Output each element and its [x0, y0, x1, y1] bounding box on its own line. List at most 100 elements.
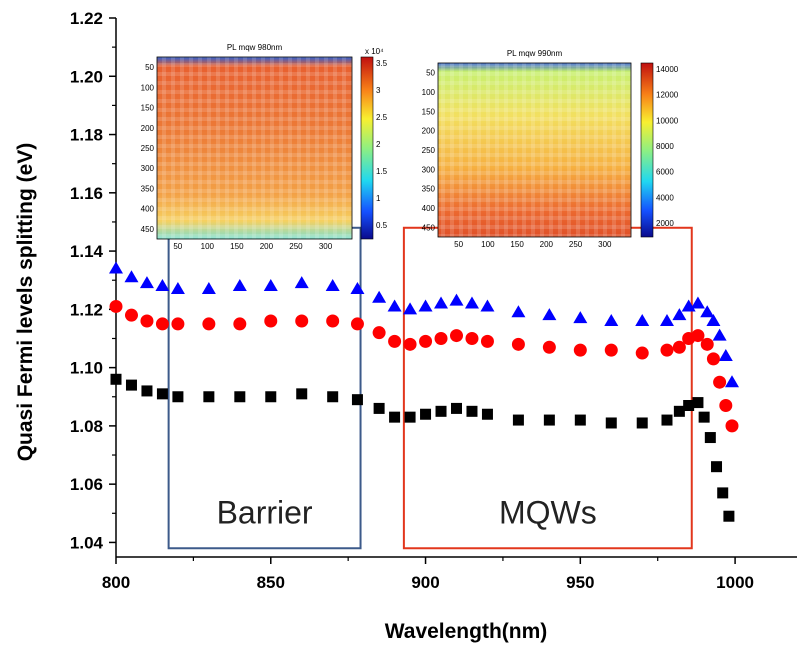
data-point — [434, 296, 449, 309]
y-tick-label: 1.10 — [70, 359, 103, 378]
data-point — [203, 391, 215, 403]
data-point — [512, 414, 524, 426]
data-point — [435, 405, 447, 417]
data-point — [725, 419, 739, 433]
data-point — [351, 394, 363, 406]
data-point — [373, 402, 385, 414]
data-point — [233, 317, 247, 331]
data-point — [700, 305, 715, 318]
data-point — [672, 308, 687, 321]
data-point — [481, 408, 493, 420]
data-point — [296, 388, 308, 400]
data-point — [700, 337, 714, 351]
inset-heatmap-2: PL mqw 990nm 50 100 150 200 250 300 350 400 450 50… — [422, 49, 679, 249]
heatmap-frame — [156, 56, 353, 240]
inset-y-tick: 300 — [141, 164, 155, 173]
data-point — [418, 299, 433, 312]
data-point — [717, 487, 729, 499]
data-point — [404, 411, 416, 423]
inset-heatmap-1: PL mqw 980nm 50 100 150 200 250 300 350 400 450 50… — [141, 43, 388, 251]
data-point — [635, 346, 649, 360]
inset-x-tick: 100 — [201, 242, 215, 251]
inset-y-tick: 350 — [141, 184, 155, 193]
data-point — [574, 414, 586, 426]
colorbar — [640, 62, 654, 238]
data-point — [573, 343, 587, 357]
heatmap-texture — [438, 63, 631, 237]
inset-x-tick: 250 — [289, 242, 303, 251]
y-tick-label: 1.14 — [70, 242, 104, 261]
data-point — [698, 411, 710, 423]
data-point — [719, 398, 733, 412]
data-point — [124, 308, 138, 322]
inset-y-tick: 200 — [141, 124, 155, 133]
heatmap-insets: PL mqw 980nm5010015020025030035040045050… — [141, 43, 679, 251]
data-point — [350, 281, 365, 294]
colorbar-tick: 8000 — [656, 142, 674, 151]
colorbar-tick: 2 — [376, 140, 381, 149]
inset-y-tick: 50 — [426, 69, 435, 78]
data-point — [673, 405, 685, 417]
data-point — [388, 334, 402, 348]
data-point — [389, 411, 401, 423]
inset-x-tick: 200 — [540, 240, 554, 249]
y-tick-label: 1.06 — [70, 475, 103, 494]
colorbar-tick: 1 — [376, 194, 381, 203]
region-label-mqws: MQWs — [499, 494, 597, 530]
inset-x-tick: 250 — [569, 240, 583, 249]
inset-x-tick: 150 — [510, 240, 524, 249]
data-point — [109, 299, 123, 313]
region-label-barrier: Barrier — [217, 494, 313, 530]
inset-y-tick: 150 — [422, 107, 436, 116]
data-point — [265, 391, 277, 403]
data-point — [295, 314, 309, 328]
colorbar-tick: 2.5 — [376, 113, 388, 122]
colorbar-tick: 3 — [376, 86, 381, 95]
colorbar-tick: 4000 — [656, 193, 674, 202]
x-tick-label: 850 — [257, 573, 285, 592]
data-point — [661, 414, 673, 426]
data-point — [263, 279, 278, 292]
data-point — [449, 293, 464, 306]
data-point — [155, 279, 170, 292]
data-point — [542, 340, 556, 354]
inset-x-tick: 300 — [598, 240, 612, 249]
inset-title: PL mqw 980nm — [227, 43, 283, 52]
data-point — [434, 331, 448, 345]
inset-y-tick: 350 — [422, 185, 436, 194]
data-point — [713, 375, 727, 389]
data-point — [691, 329, 705, 343]
inset-x-tick: 100 — [481, 240, 495, 249]
data-point — [202, 317, 216, 331]
heatmap-texture — [157, 57, 352, 239]
data-point — [690, 296, 705, 309]
data-point — [125, 379, 137, 391]
y-tick-label: 1.22 — [70, 9, 103, 28]
data-point — [350, 317, 364, 331]
colorbar-tick: 14000 — [656, 65, 679, 74]
colorbar-tick: 12000 — [656, 91, 679, 100]
data-point — [172, 391, 184, 403]
data-point — [480, 299, 495, 312]
data-point — [683, 399, 695, 411]
data-point — [110, 373, 122, 385]
data-point — [234, 391, 246, 403]
data-point — [604, 343, 618, 357]
y-tick-label: 1.12 — [70, 300, 103, 319]
inset-x-tick: 150 — [230, 242, 244, 251]
y-tick-label: 1.18 — [70, 126, 103, 145]
data-point — [636, 417, 648, 429]
inset-x-tick: 50 — [454, 240, 463, 249]
inset-y-tick: 250 — [422, 146, 436, 155]
data-point — [724, 375, 739, 388]
colorbar-tick: 2000 — [656, 219, 674, 228]
data-point — [403, 337, 417, 351]
data-point — [141, 385, 153, 397]
data-point — [140, 314, 154, 328]
inset-y-tick: 150 — [141, 104, 155, 113]
data-point — [201, 281, 216, 294]
inset-title: PL mqw 990nm — [507, 49, 563, 58]
inset-y-tick: 450 — [422, 223, 436, 232]
inset-y-tick: 400 — [422, 204, 436, 213]
inset-y-tick: 50 — [145, 63, 154, 72]
